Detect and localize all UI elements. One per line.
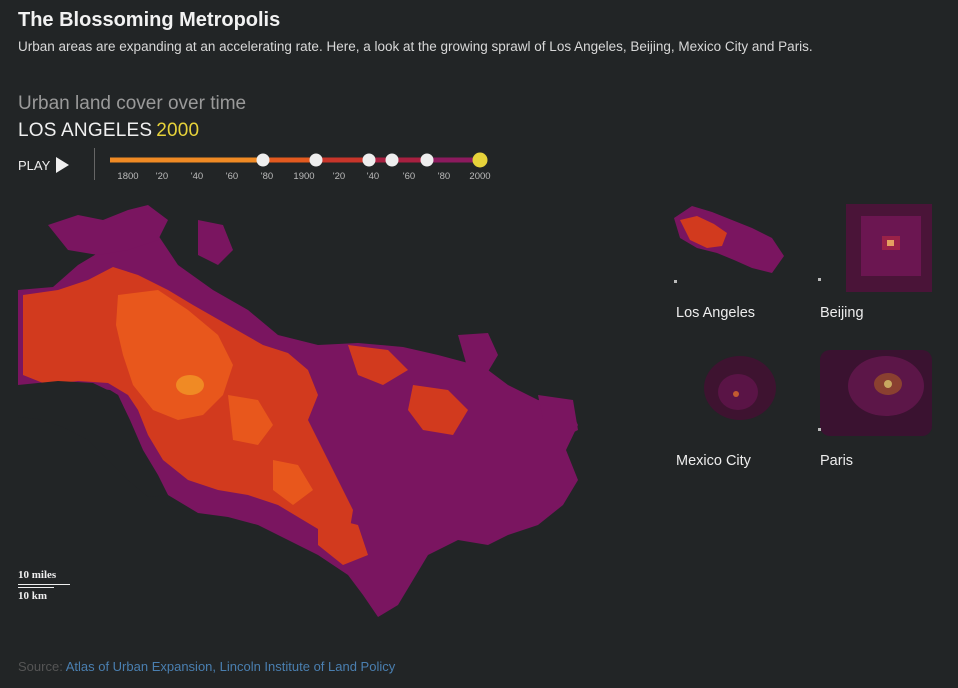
thumbnail-beijing[interactable] <box>816 196 934 296</box>
thumbnail-map <box>818 204 932 292</box>
urban-area-mid <box>408 385 468 435</box>
timeline-tick-label: '40 <box>191 171 203 182</box>
urban-area-recent <box>458 333 498 380</box>
thumbnail-map <box>818 350 932 436</box>
timeline-tick-label: '60 <box>226 171 238 182</box>
timeline-tick-label: 1800 <box>117 171 138 182</box>
thumbnail-map <box>674 206 784 283</box>
urban-extent-map <box>18 205 578 617</box>
scale-line <box>18 587 54 588</box>
city-name: LOS ANGELES <box>18 120 153 141</box>
scale-line <box>18 584 70 585</box>
timeline-stop[interactable] <box>420 153 434 167</box>
timeline-tick-label: '80 <box>438 171 450 182</box>
timeline-tick-label: 1900 <box>293 171 314 182</box>
thumbnail-los-angeles[interactable] <box>672 198 790 290</box>
timeline-tick-label: 2000 <box>469 171 490 182</box>
timeline-stop[interactable] <box>362 153 376 167</box>
play-button[interactable]: PLAY <box>18 155 70 175</box>
timeline-tick-label: '80 <box>261 171 273 182</box>
thumbnail-label-beijing: Beijing <box>820 305 864 321</box>
urban-area-recent <box>48 205 168 255</box>
timeline-stop-selected[interactable] <box>472 152 488 168</box>
main-map <box>18 195 583 630</box>
thumbnail-label-los-angeles: Los Angeles <box>676 305 756 321</box>
urban-area-mid <box>318 515 368 565</box>
coastline-water <box>18 381 168 497</box>
source-note: Source: Atlas of Urban Expansion, Lincol… <box>18 659 395 674</box>
timeline-svg[interactable]: 1800 '20 '40 '60 '80 1900 '20 '40 '60 '8… <box>100 148 500 184</box>
urban-area-early <box>273 460 313 505</box>
urban-area-early <box>116 290 233 420</box>
timeline-stop[interactable] <box>309 153 323 167</box>
scale-km: 10 km <box>18 590 48 602</box>
timeline-stop[interactable] <box>385 153 399 167</box>
urban-area-recent <box>198 220 233 265</box>
timeline-tick-label: '60 <box>403 171 415 182</box>
scale-bar: 10 miles 10 km <box>18 569 70 602</box>
thumbnail-label-paris: Paris <box>820 453 854 469</box>
page-subtitle: Urban areas are expanding at an accelera… <box>18 39 813 54</box>
thumbnail-label-mexico-city: Mexico City <box>676 453 751 469</box>
urban-area-recent <box>538 395 578 440</box>
thumbnail-map <box>704 356 776 420</box>
thumbnail-mexico-city[interactable] <box>700 346 790 426</box>
urban-area-mid <box>348 345 408 385</box>
thumbnail-paris[interactable] <box>816 346 934 440</box>
timeline-stop[interactable] <box>256 153 270 167</box>
timeline-divider <box>94 148 95 180</box>
timeline[interactable]: 1800 '20 '40 '60 '80 1900 '20 '40 '60 '8… <box>100 148 500 189</box>
scale-miles: 10 miles <box>18 569 57 581</box>
page-title: The Blossoming Metropolis <box>18 9 281 31</box>
downtown-core <box>176 375 204 395</box>
urban-area-early <box>228 395 273 445</box>
city-heading: LOS ANGELES 2000 <box>18 120 199 142</box>
current-year: 2000 <box>156 120 200 141</box>
source-link[interactable]: Atlas of Urban Expansion, Lincoln Instit… <box>65 659 396 674</box>
timeline-tick-label: '40 <box>367 171 379 182</box>
section-title: Urban land cover over time <box>18 93 247 114</box>
timeline-tick-label: '20 <box>156 171 168 182</box>
timeline-tick-label: '20 <box>333 171 345 182</box>
play-icon <box>56 157 70 173</box>
source-prefix: Source: <box>18 659 66 674</box>
play-label: PLAY <box>18 157 51 173</box>
